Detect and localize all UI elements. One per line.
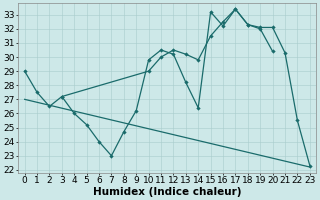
X-axis label: Humidex (Indice chaleur): Humidex (Indice chaleur) [93, 187, 242, 197]
